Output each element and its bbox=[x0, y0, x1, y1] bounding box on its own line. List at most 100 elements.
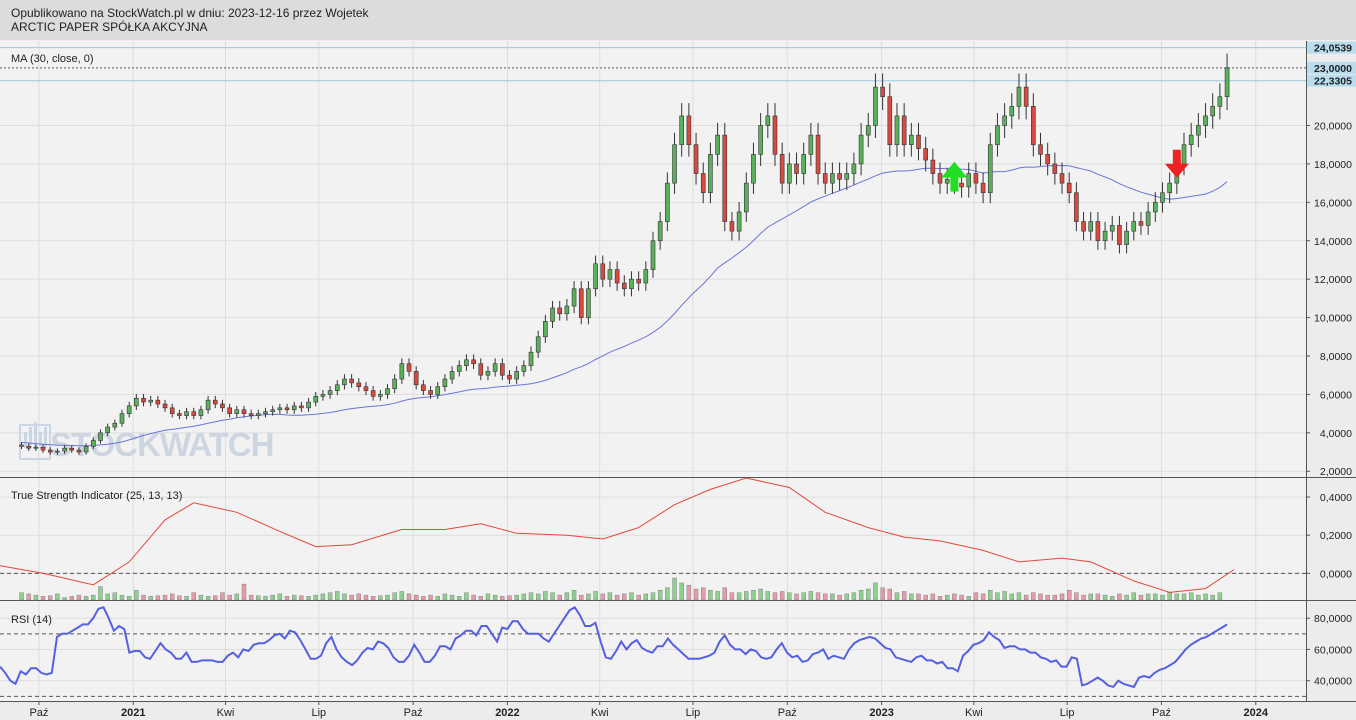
pane-bg-2 bbox=[0, 478, 1306, 600]
watermark-text: STOCKWATCH bbox=[50, 426, 273, 463]
tsi-bar bbox=[765, 591, 771, 601]
candle-body bbox=[392, 378, 397, 389]
tsi-bar bbox=[614, 594, 620, 601]
sell-arrow-icon bbox=[1164, 149, 1189, 178]
tsi-bar bbox=[858, 590, 864, 601]
candle-body bbox=[1167, 182, 1172, 194]
y-tick-label: 8,0000 bbox=[1320, 351, 1352, 363]
tsi-bar bbox=[1002, 591, 1007, 601]
candle-body bbox=[693, 144, 699, 174]
tsi-bar bbox=[241, 583, 247, 601]
tsi-bar bbox=[693, 588, 699, 601]
tsi-bar bbox=[1038, 593, 1043, 601]
candle-body bbox=[55, 450, 60, 453]
candle-body bbox=[665, 182, 670, 222]
candle-body bbox=[808, 134, 814, 155]
tsi-bar bbox=[873, 582, 878, 601]
tsi-bar bbox=[715, 591, 720, 601]
candle-body bbox=[421, 384, 426, 391]
tsi-bar bbox=[988, 590, 993, 601]
candle-body bbox=[1145, 211, 1151, 226]
company-name: ARCTIC PAPER SPÓŁKA AKCYJNA bbox=[11, 20, 208, 34]
candle-body bbox=[801, 154, 806, 174]
stockwatch-watermark: STOCKWATCH bbox=[19, 422, 274, 463]
candle-body bbox=[543, 321, 548, 338]
candle-body bbox=[227, 407, 232, 414]
tsi-bar bbox=[478, 596, 483, 601]
tsi-bar bbox=[1023, 594, 1029, 601]
published-info: Opublikowano na StockWatch.pl w dniu: 20… bbox=[11, 6, 369, 20]
tsi-bar bbox=[1124, 594, 1129, 601]
tsi-bar bbox=[945, 594, 950, 601]
tsi-bar bbox=[636, 594, 641, 601]
tsi-bar bbox=[248, 594, 254, 601]
candle-body bbox=[1074, 192, 1079, 222]
candle-body bbox=[1038, 144, 1043, 155]
tsi-bar bbox=[794, 593, 799, 601]
tsi-bar bbox=[722, 587, 727, 601]
candle-body bbox=[729, 221, 735, 232]
candle-body bbox=[621, 282, 627, 290]
tsi-bar bbox=[1117, 593, 1122, 601]
candle-body bbox=[686, 115, 692, 146]
tsi-bar bbox=[823, 593, 828, 601]
candle-body bbox=[126, 405, 132, 414]
tsi-bar bbox=[1016, 592, 1022, 601]
candle-body bbox=[571, 288, 577, 307]
candle-body bbox=[966, 173, 972, 188]
tsi-bar bbox=[973, 592, 979, 601]
tsi-bar bbox=[643, 593, 649, 601]
tsi-bar bbox=[399, 591, 405, 601]
candle-body bbox=[758, 125, 763, 155]
candle-body bbox=[98, 432, 103, 441]
candle-body bbox=[435, 386, 441, 395]
y-tick-label: 20,0000 bbox=[1314, 121, 1352, 133]
y-tick-label: 18,0000 bbox=[1314, 159, 1352, 171]
candle-body bbox=[614, 269, 620, 284]
tsi-bar bbox=[191, 592, 196, 601]
tsi-bar bbox=[1196, 594, 1201, 601]
tsi-bar bbox=[507, 595, 512, 601]
y-tick-label: 40,0000 bbox=[1314, 676, 1352, 688]
candle-body bbox=[837, 173, 842, 180]
candle-body bbox=[1045, 154, 1050, 165]
tsi-bar bbox=[916, 593, 921, 601]
tsi-bar bbox=[19, 592, 24, 601]
x-tick-label: Lip bbox=[1060, 707, 1075, 719]
tsi-bar bbox=[392, 592, 397, 601]
y-tick-label: 16,0000 bbox=[1314, 197, 1352, 209]
tsi-bar bbox=[600, 593, 605, 601]
candle-body bbox=[751, 154, 756, 184]
candle-body bbox=[284, 407, 290, 411]
candle-body bbox=[1023, 86, 1029, 107]
tsi-bar bbox=[485, 593, 491, 601]
candle-body bbox=[1203, 115, 1208, 126]
tsi-bar bbox=[428, 594, 433, 601]
candle-body bbox=[1002, 115, 1007, 126]
tsi-bar bbox=[679, 582, 684, 601]
candle-body bbox=[521, 365, 527, 372]
tsi-bar bbox=[622, 593, 627, 601]
tsi-bar bbox=[866, 588, 871, 601]
x-tick-label: 2024 bbox=[1244, 707, 1269, 719]
candle-body bbox=[944, 178, 950, 184]
candle-body bbox=[629, 278, 634, 290]
tsi-bar bbox=[327, 592, 333, 601]
tsi-bar bbox=[801, 592, 806, 601]
y-tick-label: 2,0000 bbox=[1320, 466, 1352, 478]
tsi-bar bbox=[607, 592, 613, 601]
tsi-bar bbox=[1095, 593, 1101, 601]
tsi-bar bbox=[923, 594, 928, 601]
candle-body bbox=[90, 440, 96, 447]
candle-body bbox=[865, 125, 871, 136]
tsi-bar bbox=[134, 590, 139, 601]
candle-body bbox=[672, 144, 677, 184]
tsi-bar bbox=[571, 590, 577, 601]
tsi-bar bbox=[442, 593, 448, 601]
tsi-bar bbox=[155, 595, 161, 601]
tsi-bar bbox=[528, 592, 534, 601]
tsi-bar bbox=[887, 588, 893, 601]
candle-body bbox=[887, 96, 893, 146]
candle-body bbox=[177, 413, 182, 416]
tsi-bar bbox=[363, 594, 369, 601]
